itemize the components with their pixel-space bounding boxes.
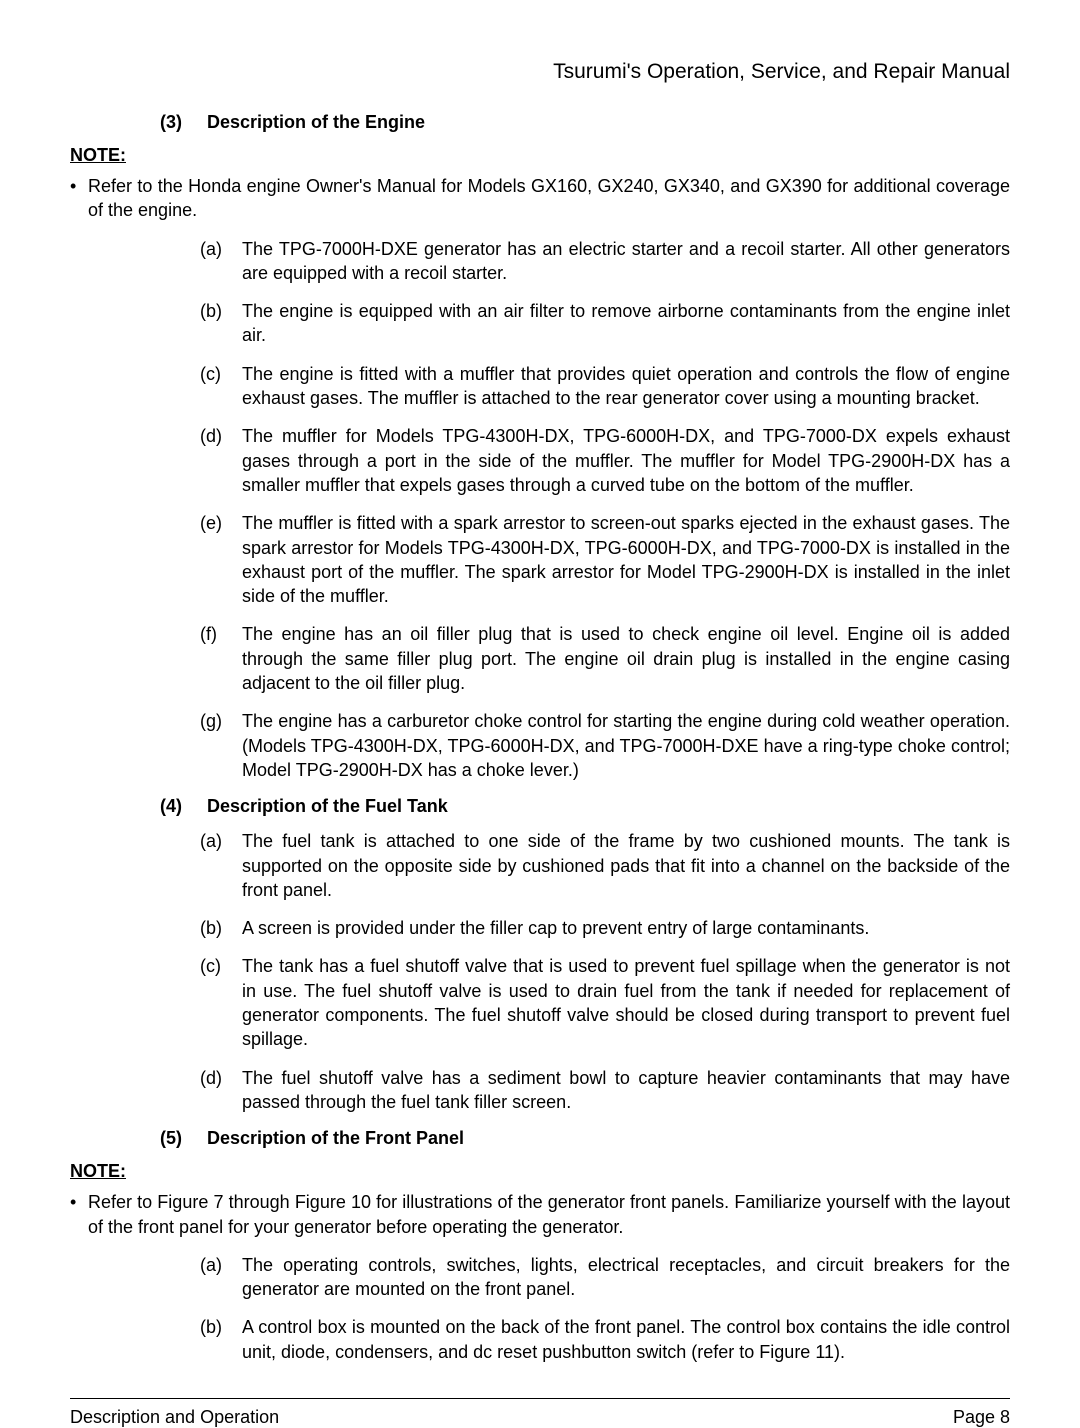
s3-item-e: (e)The muffler is fitted with a spark ar… bbox=[200, 511, 1010, 608]
s5-item-a: (a)The operating controls, switches, lig… bbox=[200, 1253, 1010, 1302]
note-text-s3: Refer to the Honda engine Owner's Manual… bbox=[88, 174, 1010, 223]
s3-item-c: (c)The engine is fitted with a muffler t… bbox=[200, 362, 1010, 411]
s3-item-d: (d)The muffler for Models TPG-4300H-DX, … bbox=[200, 424, 1010, 497]
section-3-title: Description of the Engine bbox=[207, 112, 425, 132]
item-text: The engine has an oil filler plug that i… bbox=[242, 622, 1010, 695]
section-5-number: (5) bbox=[160, 1128, 202, 1149]
s5-item-b: (b)A control box is mounted on the back … bbox=[200, 1315, 1010, 1364]
s3-item-a: (a)The TPG-7000H-DXE generator has an el… bbox=[200, 237, 1010, 286]
item-text: The tank has a fuel shutoff valve that i… bbox=[242, 954, 1010, 1051]
s4-item-d: (d)The fuel shutoff valve has a sediment… bbox=[200, 1066, 1010, 1115]
section-4-number: (4) bbox=[160, 796, 202, 817]
item-letter: (d) bbox=[200, 424, 242, 497]
s4-item-c: (c)The tank has a fuel shutoff valve tha… bbox=[200, 954, 1010, 1051]
item-text: The operating controls, switches, lights… bbox=[242, 1253, 1010, 1302]
note-bullet-s5: • Refer to Figure 7 through Figure 10 fo… bbox=[70, 1190, 1010, 1239]
item-letter: (b) bbox=[200, 916, 242, 940]
item-text: The muffler is fitted with a spark arres… bbox=[242, 511, 1010, 608]
item-letter: (b) bbox=[200, 1315, 242, 1364]
item-letter: (d) bbox=[200, 1066, 242, 1115]
s4-item-a: (a)The fuel tank is attached to one side… bbox=[200, 829, 1010, 902]
section-3-number: (3) bbox=[160, 112, 202, 133]
item-letter: (b) bbox=[200, 299, 242, 348]
page-footer: Description and Operation Page 8 bbox=[70, 1398, 1010, 1428]
note-label-s5: NOTE: bbox=[70, 1161, 1010, 1182]
s3-item-f: (f)The engine has an oil filler plug tha… bbox=[200, 622, 1010, 695]
footer-right: Page 8 bbox=[953, 1407, 1010, 1428]
note-text-s5: Refer to Figure 7 through Figure 10 for … bbox=[88, 1190, 1010, 1239]
s4-item-b: (b)A screen is provided under the filler… bbox=[200, 916, 1010, 940]
item-letter: (g) bbox=[200, 709, 242, 782]
section-4-title: Description of the Fuel Tank bbox=[207, 796, 448, 816]
item-text: The engine has a carburetor choke contro… bbox=[242, 709, 1010, 782]
footer-left: Description and Operation bbox=[70, 1407, 279, 1428]
item-letter: (a) bbox=[200, 829, 242, 902]
item-text: A screen is provided under the filler ca… bbox=[242, 916, 1010, 940]
page-header: Tsurumi's Operation, Service, and Repair… bbox=[70, 60, 1010, 84]
item-text: The fuel tank is attached to one side of… bbox=[242, 829, 1010, 902]
item-text: The muffler for Models TPG-4300H-DX, TPG… bbox=[242, 424, 1010, 497]
item-letter: (a) bbox=[200, 237, 242, 286]
s3-item-g: (g)The engine has a carburetor choke con… bbox=[200, 709, 1010, 782]
s3-item-b: (b)The engine is equipped with an air fi… bbox=[200, 299, 1010, 348]
item-text: The engine is fitted with a muffler that… bbox=[242, 362, 1010, 411]
item-text: The engine is equipped with an air filte… bbox=[242, 299, 1010, 348]
item-letter: (a) bbox=[200, 1253, 242, 1302]
section-5-heading: (5) Description of the Front Panel bbox=[160, 1128, 1010, 1149]
item-letter: (c) bbox=[200, 362, 242, 411]
section-5-title: Description of the Front Panel bbox=[207, 1128, 464, 1148]
item-letter: (e) bbox=[200, 511, 242, 608]
item-letter: (c) bbox=[200, 954, 242, 1051]
section-4-heading: (4) Description of the Fuel Tank bbox=[160, 796, 1010, 817]
section-3-heading: (3) Description of the Engine bbox=[160, 112, 1010, 133]
item-text: A control box is mounted on the back of … bbox=[242, 1315, 1010, 1364]
note-bullet-s3: • Refer to the Honda engine Owner's Manu… bbox=[70, 174, 1010, 223]
page-content: (3) Description of the Engine NOTE: • Re… bbox=[70, 112, 1010, 1378]
note-label-s3: NOTE: bbox=[70, 145, 1010, 166]
bullet-icon: • bbox=[70, 1190, 88, 1239]
bullet-icon: • bbox=[70, 174, 88, 223]
item-text: The TPG-7000H-DXE generator has an elect… bbox=[242, 237, 1010, 286]
item-text: The fuel shutoff valve has a sediment bo… bbox=[242, 1066, 1010, 1115]
item-letter: (f) bbox=[200, 622, 242, 695]
